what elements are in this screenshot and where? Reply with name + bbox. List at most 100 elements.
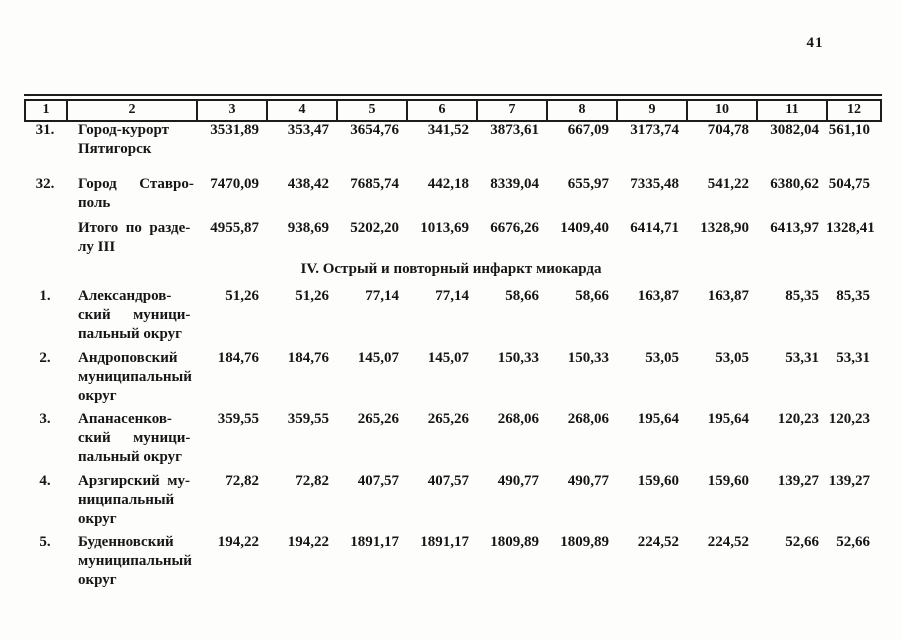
row-number-cell: 2. <box>39 350 51 366</box>
value-cell: 7335,48 <box>630 176 679 192</box>
value-cell: 184,76 <box>287 350 329 366</box>
header-cell-1: 1 <box>26 101 68 120</box>
header-cell-4: 4 <box>268 101 338 120</box>
value-cell: 52,66 <box>785 534 819 550</box>
value-cell: 58,66 <box>575 288 609 304</box>
value-cell: 6414,71 <box>630 220 679 236</box>
value-cell: 145,07 <box>357 350 399 366</box>
header-cell-7: 7 <box>478 101 548 120</box>
table-row-32: 32. Город Ставро- поль 7470,09 438,42 76… <box>24 175 882 213</box>
value-cell: 150,33 <box>497 350 539 366</box>
value-cell: 1328,41 <box>826 220 875 236</box>
value-cell: 359,55 <box>287 411 329 427</box>
value-cell: 53,05 <box>715 350 749 366</box>
table-row-3: 3. Апанасенков- ский муници- пальный окр… <box>24 410 882 467</box>
value-cell: 1809,89 <box>560 534 609 550</box>
row-number-cell: 1. <box>39 288 51 304</box>
value-cell: 561,10 <box>828 122 870 138</box>
value-cell: 3173,74 <box>630 122 679 138</box>
value-cell: 6413,97 <box>770 220 819 236</box>
row-label-cell: Город Ставро- поль <box>78 176 194 211</box>
row-label-cell: Апанасенков- ский муници- пальный округ <box>78 411 191 465</box>
value-cell: 195,64 <box>707 411 749 427</box>
value-cell: 53,05 <box>645 350 679 366</box>
value-cell: 85,35 <box>836 288 870 304</box>
value-cell: 120,23 <box>777 411 819 427</box>
value-cell: 72,82 <box>225 473 259 489</box>
value-cell: 85,35 <box>785 288 819 304</box>
value-cell: 7470,09 <box>210 176 259 192</box>
value-cell: 52,66 <box>836 534 870 550</box>
value-cell: 120,23 <box>828 411 870 427</box>
value-cell: 163,87 <box>707 288 749 304</box>
value-cell: 3873,61 <box>490 122 539 138</box>
value-cell: 8339,04 <box>490 176 539 192</box>
value-cell: 359,55 <box>217 411 259 427</box>
value-cell: 407,57 <box>357 473 399 489</box>
value-cell: 224,52 <box>637 534 679 550</box>
value-cell: 1891,17 <box>350 534 399 550</box>
value-cell: 341,52 <box>427 122 469 138</box>
header-cell-6: 6 <box>408 101 478 120</box>
value-cell: 490,77 <box>497 473 539 489</box>
value-cell: 194,22 <box>287 534 329 550</box>
value-cell: 1328,90 <box>700 220 749 236</box>
table-row-31: 31. Город-курорт Пятигорск 3531,89 353,4… <box>24 121 882 159</box>
row-number-cell: 4. <box>39 473 51 489</box>
value-cell: 3082,04 <box>770 122 819 138</box>
value-cell: 265,26 <box>357 411 399 427</box>
value-cell: 353,47 <box>287 122 329 138</box>
value-cell: 77,14 <box>365 288 399 304</box>
value-cell: 268,06 <box>497 411 539 427</box>
value-cell: 1409,40 <box>560 220 609 236</box>
value-cell: 265,26 <box>427 411 469 427</box>
value-cell: 53,31 <box>785 350 819 366</box>
value-cell: 163,87 <box>637 288 679 304</box>
table-row-4: 4. Арзгирский му- ниципальный округ 72,8… <box>24 472 882 529</box>
row-number-cell: 31. <box>35 122 55 138</box>
value-cell: 51,26 <box>295 288 329 304</box>
value-cell: 184,76 <box>217 350 259 366</box>
value-cell: 268,06 <box>567 411 609 427</box>
value-cell: 938,69 <box>287 220 329 236</box>
header-cell-2: 2 <box>68 101 198 120</box>
header-cell-5: 5 <box>338 101 408 120</box>
header-cell-8: 8 <box>548 101 618 120</box>
value-cell: 438,42 <box>287 176 329 192</box>
value-cell: 504,75 <box>828 176 870 192</box>
value-cell: 53,31 <box>836 350 870 366</box>
table-row-2: 2. Андроповский муниципальный округ 184,… <box>24 349 882 406</box>
table-row-5: 5. Буденновский муниципальный округ 194,… <box>24 533 882 590</box>
value-cell: 655,97 <box>567 176 609 192</box>
row-label-cell: Александров- ский муници- пальный округ <box>78 288 191 342</box>
table-header-row: 1 2 3 4 5 6 7 8 9 10 11 12 <box>24 99 882 122</box>
row-label-cell: Итого по разде- лу III <box>78 220 191 255</box>
row-label-cell: Арзгирский му- ниципальный округ <box>78 473 190 527</box>
table-top-rule <box>24 94 882 96</box>
value-cell: 6676,26 <box>490 220 539 236</box>
value-cell: 1809,89 <box>490 534 539 550</box>
row-label-cell: Город-курорт Пятигорск <box>78 122 170 157</box>
table-row-total-iii: Итого по разде- лу III 4955,87 938,69 52… <box>24 219 882 257</box>
value-cell: 51,26 <box>225 288 259 304</box>
value-cell: 704,78 <box>707 122 749 138</box>
row-number-cell: 5. <box>39 534 51 550</box>
section-iv-title: IV. Острый и повторный инфаркт миокарда <box>300 261 602 277</box>
value-cell: 407,57 <box>427 473 469 489</box>
header-cell-10: 10 <box>688 101 758 120</box>
value-cell: 139,27 <box>828 473 870 489</box>
row-label-cell: Андроповский муниципальный округ <box>78 350 192 404</box>
header-cell-3: 3 <box>198 101 268 120</box>
row-label-cell: Буденновский муниципальный округ <box>78 534 192 588</box>
value-cell: 3531,89 <box>210 122 259 138</box>
value-cell: 194,22 <box>217 534 259 550</box>
value-cell: 6380,62 <box>770 176 819 192</box>
row-number-cell: 3. <box>39 411 51 427</box>
value-cell: 145,07 <box>427 350 469 366</box>
value-cell: 150,33 <box>567 350 609 366</box>
value-cell: 490,77 <box>567 473 609 489</box>
value-cell: 159,60 <box>637 473 679 489</box>
table-row-1: 1. Александров- ский муници- пальный окр… <box>24 287 882 344</box>
value-cell: 77,14 <box>435 288 469 304</box>
